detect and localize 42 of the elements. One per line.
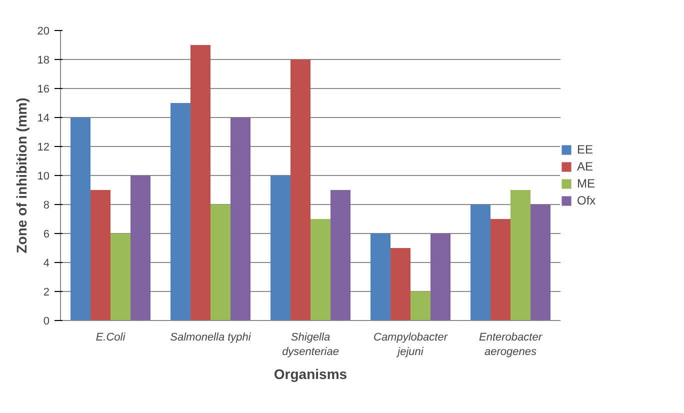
bar [370, 234, 390, 320]
y-tick-label: 8 [43, 200, 50, 212]
bar [470, 204, 490, 320]
y-tick-label: 16 [37, 84, 50, 96]
bar [130, 176, 150, 320]
bar [430, 234, 450, 320]
legend-label: ME [577, 176, 596, 190]
legend-label: Ofx [577, 194, 597, 208]
y-tick-label: 4 [43, 258, 50, 270]
y-tick-label: 20 [37, 26, 50, 38]
legend-label: EE [577, 142, 594, 156]
bar [210, 204, 230, 320]
bar [110, 234, 130, 320]
y-tick-label: 10 [37, 170, 50, 182]
y-tick-label: 18 [37, 54, 50, 66]
bar [230, 118, 250, 320]
bar [190, 45, 210, 320]
bar [490, 219, 510, 320]
x-tick-label: E.Coli [96, 332, 126, 344]
bar [290, 60, 310, 320]
y-tick-label: 0 [43, 316, 50, 328]
y-tick-label: 12 [37, 142, 50, 154]
y-axis-title: Zone of inhibition (mm) [13, 98, 30, 254]
x-tick-label: Shigella dysenteriae [282, 332, 339, 358]
bar [530, 204, 550, 320]
bar [510, 190, 530, 320]
bar [410, 292, 430, 320]
bar [70, 118, 90, 320]
y-tick-label: 14 [37, 112, 50, 124]
bar [90, 190, 110, 320]
y-tick-label: 6 [43, 228, 50, 240]
bar [270, 176, 290, 320]
bar [170, 103, 190, 320]
x-tick-label: Enterobacter aerogenes [479, 332, 544, 358]
x-tick-label: Salmonella typhi [170, 332, 252, 344]
bar [310, 219, 330, 320]
legend-label: AE [577, 160, 594, 174]
bar [390, 248, 410, 320]
bar [330, 190, 350, 320]
x-tick-label: Campylobacter jejuni [374, 332, 449, 358]
y-tick-label: 2 [43, 286, 50, 298]
x-axis-title: Organisms [274, 366, 348, 382]
